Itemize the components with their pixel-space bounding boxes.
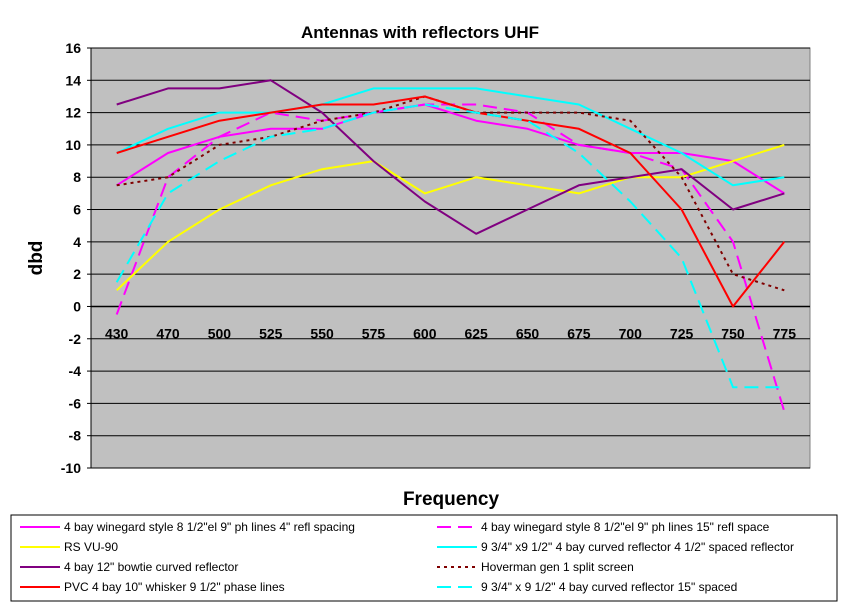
y-tick-label: -8 [69,428,82,444]
x-tick-label: 600 [413,325,437,341]
x-tick-label: 775 [773,325,797,341]
x-tick-label: 675 [567,325,591,341]
y-tick-label: 4 [73,234,81,250]
y-axis-tick-labels: 16 14 12 10 8 6 4 2 0 -2 -4 -6 -8 -10 [61,40,81,476]
y-tick-label: 2 [73,266,81,282]
x-tick-label: 575 [362,325,386,341]
y-tick-label: 12 [65,105,81,121]
legend-label: PVC 4 bay 10" whisker 9 1/2" phase lines [64,580,285,594]
x-axis-title: Frequency [403,489,500,510]
y-tick-label: 6 [73,202,81,218]
series-line-5 [116,79,785,235]
x-tick-label: 470 [156,325,180,341]
legend-box [10,514,838,602]
y-tick-label: -6 [69,395,82,411]
series-line-1 [116,103,785,195]
legend-label: 4 bay winegard style 8 1/2"el 9" ph line… [64,520,355,534]
series-lines [115,79,786,412]
chart-title: Antennas with reflectors UHF [301,23,539,42]
y-tick-label: 0 [73,298,81,314]
x-axis-tick-labels: 430 470 500 525 550 575 600 625 650 675 700 725 750 7… [105,325,796,341]
y-tick-label: 14 [65,72,81,88]
plot-area [87,47,811,469]
y-axis-title: dbd [26,241,47,276]
legend-label: RS VU-90 [64,540,118,554]
legend-label: 9 3/4" x 9 1/2" 4 bay curved reflector 1… [481,580,737,594]
y-tick-label: -10 [61,460,81,476]
x-tick-label: 750 [721,325,745,341]
y-tick-label: -2 [69,331,82,347]
x-tick-label: 550 [310,325,334,341]
y-tick-label: 10 [65,137,81,153]
x-tick-label: 525 [259,325,283,341]
x-tick-label: 430 [105,325,129,341]
plot-background [90,47,811,469]
x-tick-label: 650 [516,325,540,341]
y-tick-label: 16 [65,40,81,56]
x-tick-label: 700 [619,325,643,341]
legend-label: 4 bay 12" bowtie curved reflector [64,560,238,574]
legend-label: 4 bay winegard style 8 1/2"el 9" ph line… [481,520,770,534]
legend-label: 9 3/4" x9 1/2" 4 bay curved reflector 4 … [481,540,794,554]
x-tick-label: 625 [464,325,488,341]
series-line-4 [116,87,785,187]
y-tick-label: -4 [69,363,82,379]
series-line-3 [116,143,785,292]
legend: 4 bay winegard style 8 1/2"el 9" ph line… [10,514,838,602]
series-line-7 [116,95,786,308]
legend-label: Hoverman gen 1 split screen [481,560,634,574]
series-line-8 [115,103,785,389]
x-tick-label: 725 [670,325,694,341]
y-tick-label: 8 [73,169,81,185]
x-tick-label: 500 [208,325,232,341]
